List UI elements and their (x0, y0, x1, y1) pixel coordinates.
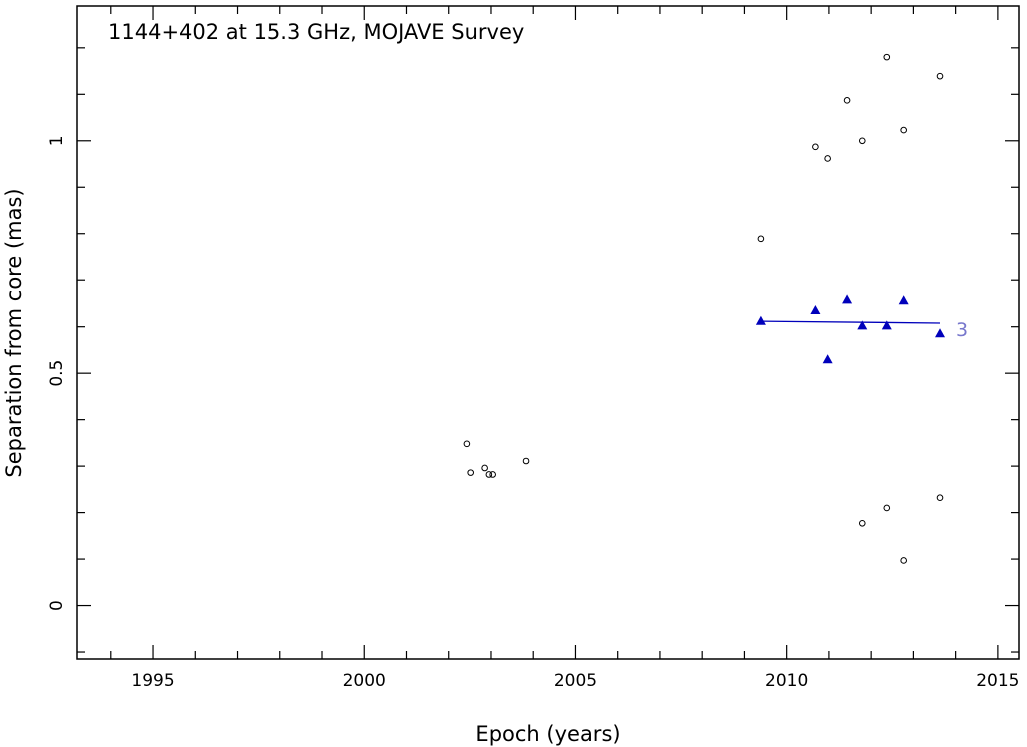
plot-frame (76, 5, 1020, 660)
y-axis: 00.51 (47, 47, 1019, 653)
y-axis-title: Separation from core (mas) (2, 188, 26, 477)
circle-point (463, 440, 471, 448)
circle-point (522, 457, 530, 465)
x-tick-label: 2005 (554, 671, 597, 691)
circle-point (757, 235, 765, 243)
circle-point (936, 494, 944, 502)
circle-point (900, 557, 907, 564)
circle-point (467, 469, 474, 476)
circle-point (843, 97, 851, 104)
data-points (463, 53, 946, 564)
x-tick-label: 2015 (976, 671, 1019, 691)
y-tick-label: 0.5 (47, 360, 67, 387)
chart-title: 1144+402 at 15.3 GHz, MOJAVE Survey (108, 20, 524, 44)
triangle-point (898, 295, 909, 305)
triangle-point (935, 328, 946, 338)
triangle-point (822, 354, 833, 364)
circle-point (485, 471, 493, 478)
circle-point (824, 155, 831, 162)
fit-lines: 3 (760, 319, 968, 341)
circle-point (900, 126, 907, 134)
circle-point (489, 471, 496, 478)
x-axis-title: Epoch (years) (475, 722, 620, 746)
y-tick-label: 0 (47, 600, 67, 611)
x-tick-label: 2010 (765, 671, 808, 691)
x-tick-label: 1995 (131, 671, 174, 691)
triangle-point (857, 320, 868, 330)
circle-point (481, 464, 488, 472)
circle-point (858, 519, 866, 527)
component-label: 3 (956, 319, 968, 341)
circle-point (812, 143, 819, 151)
y-tick-label: 1 (47, 135, 67, 146)
triangle-point (755, 315, 766, 325)
triangle-point (881, 320, 892, 330)
fit-line (760, 320, 941, 324)
circle-point (858, 137, 866, 145)
triangle-point (842, 294, 853, 304)
circle-point (883, 53, 891, 61)
circle-point (883, 504, 891, 512)
x-axis: 1995 2000 2005 2010 2015 (110, 6, 1020, 691)
triangle-point (810, 305, 821, 315)
circle-point (936, 72, 944, 80)
x-tick-label: 2000 (343, 671, 386, 691)
